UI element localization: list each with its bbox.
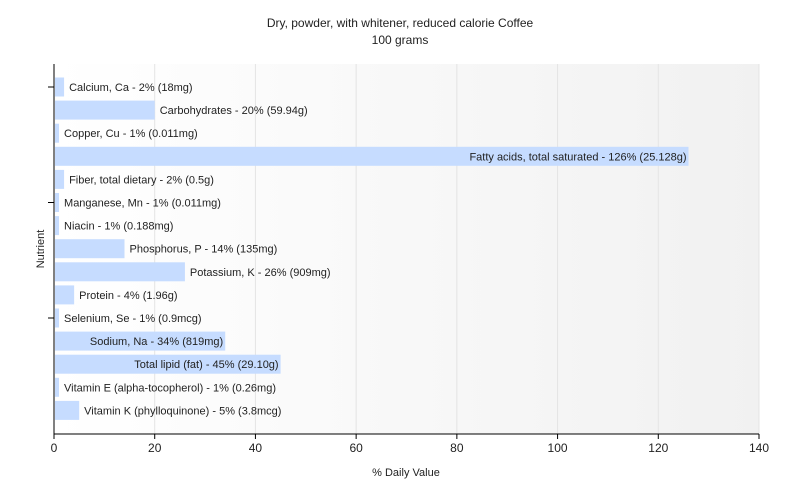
- chart-title: Dry, powder, with whitener, reduced calo…: [266, 16, 534, 30]
- bar-label: Carbohydrates - 20% (59.94g): [160, 105, 308, 117]
- bar-label: Total lipid (fat) - 45% (29.10g): [134, 359, 278, 371]
- bar-label: Manganese, Mn - 1% (0.011mg): [64, 198, 221, 210]
- y-axis-title: Nutrient: [35, 230, 47, 269]
- bar-label: Potassium, K - 26% (909mg): [190, 267, 331, 279]
- bar: [55, 216, 60, 236]
- bar: [55, 169, 65, 189]
- bar-label: Protein - 4% (1.96g): [79, 290, 177, 302]
- grid-lines: [154, 64, 760, 434]
- x-tick-label: 100: [548, 441, 568, 455]
- bar: [55, 400, 80, 420]
- x-tick-label: 40: [249, 441, 263, 455]
- bar: [55, 285, 75, 305]
- bar: [55, 123, 60, 143]
- x-tick-label: 140: [749, 441, 769, 455]
- bar-label: Calcium, Ca - 2% (18mg): [69, 82, 192, 94]
- bar: [55, 239, 125, 259]
- bar-label: Phosphorus, P - 14% (135mg): [130, 244, 278, 256]
- x-tick-label: 80: [450, 441, 464, 455]
- bar-label: Fatty acids, total saturated - 126% (25.…: [469, 151, 686, 163]
- bar: [55, 100, 155, 120]
- x-tick-label: 20: [148, 441, 162, 455]
- bar-label: Selenium, Se - 1% (0.9mcg): [64, 313, 202, 325]
- bar-label: Fiber, total dietary - 2% (0.5g): [69, 174, 214, 186]
- chart-subtitle: 100 grams: [371, 33, 429, 47]
- bar: [55, 146, 689, 166]
- bar: [55, 193, 60, 212]
- bars: Calcium, Ca - 2% (18mg) Carbohydrates - 2…: [55, 77, 689, 420]
- bar-label: Niacin - 1% (0.188mg): [64, 221, 173, 233]
- bar: [55, 331, 226, 351]
- x-tick-label: 120: [648, 441, 668, 455]
- bar-label: Vitamin E (alpha-tocopherol) - 1% (0.26m…: [64, 382, 276, 394]
- axes: 0 20 40 60 80 100 120 140: [48, 64, 769, 455]
- x-axis-title: % Daily Value: [372, 467, 440, 479]
- bar: [55, 262, 185, 282]
- bar: [55, 77, 65, 97]
- bar: [55, 308, 60, 328]
- bar: [55, 377, 60, 397]
- bar-label: Copper, Cu - 1% (0.011mg): [64, 128, 198, 140]
- x-tick-label: 60: [349, 441, 363, 455]
- x-tick-label: 0: [51, 441, 58, 455]
- bar: [55, 354, 281, 374]
- bar-label: Vitamin K (phylloquinone) - 5% (3.8mcg): [84, 405, 281, 417]
- bar-label: Sodium, Na - 34% (819mg): [90, 336, 223, 348]
